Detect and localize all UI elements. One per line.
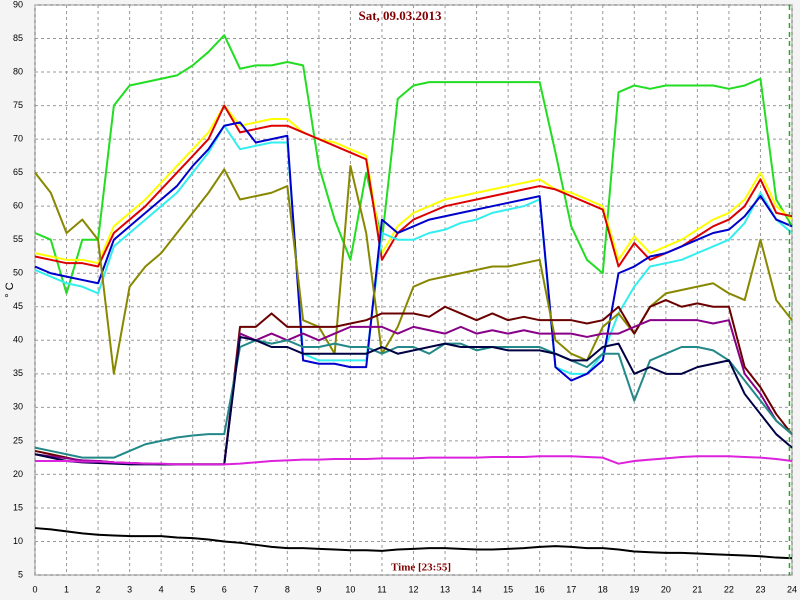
y-tick-label: 20	[13, 469, 23, 479]
x-tick-label: 7	[253, 584, 258, 594]
y-tick-label: 35	[13, 368, 23, 378]
x-tick-label: 4	[159, 584, 164, 594]
y-tick-label: 55	[13, 234, 23, 244]
x-tick-label: 14	[472, 584, 482, 594]
y-tick-label: 70	[13, 133, 23, 143]
x-tick-label: 11	[377, 584, 386, 594]
x-tick-label: 2	[96, 584, 101, 594]
y-axis-label: ° C	[4, 282, 16, 297]
x-tick-label: 20	[661, 584, 671, 594]
x-tick-label: 6	[222, 584, 227, 594]
x-tick-label: 19	[629, 584, 639, 594]
series-line	[34, 164, 793, 375]
x-tick-label: 12	[408, 584, 418, 594]
y-tick-label: 15	[13, 502, 23, 512]
series-line	[35, 455, 793, 466]
x-axis-label: Time [23:55]	[391, 562, 451, 574]
series-line	[34, 527, 793, 560]
grid	[34, 4, 793, 576]
y-tick-label: 85	[13, 33, 23, 43]
y-tick-label: 75	[13, 100, 23, 110]
x-tick-label: 9	[316, 584, 321, 594]
series-line	[34, 339, 793, 459]
series-line	[34, 34, 793, 295]
x-tick-label: 22	[724, 584, 734, 594]
x-tick-label: 21	[692, 584, 702, 594]
x-tick-label: 3	[127, 584, 132, 594]
series-line	[34, 104, 793, 265]
lines	[34, 34, 793, 560]
x-tick-label: 13	[440, 584, 450, 594]
x-tick-label: 24	[787, 584, 797, 594]
x-tick-label: 0	[32, 584, 37, 594]
y-tick-label: 25	[13, 435, 23, 445]
x-tick-label: 16	[535, 584, 545, 594]
x-tick-label: 10	[345, 584, 355, 594]
series-line	[34, 121, 793, 382]
series-line	[34, 124, 793, 375]
chart-title: Sat, 09.03.2013	[358, 8, 442, 23]
y-tick-label: 45	[13, 301, 23, 311]
y-tick-label: 90	[13, 0, 23, 9]
y-tick-label: 50	[13, 268, 23, 278]
x-tick-label: 23	[755, 584, 765, 594]
x-tick-label: 15	[503, 584, 513, 594]
y-tick-label: 60	[13, 201, 23, 211]
y-tick-label: 10	[13, 536, 23, 546]
x-tick-label: 1	[64, 584, 69, 594]
y-tick-label: 5	[18, 569, 23, 579]
y-tick-label: 65	[13, 167, 23, 177]
x-tick-label: 5	[190, 584, 195, 594]
x-tick-label: 17	[566, 584, 576, 594]
y-tick-label: 80	[13, 66, 23, 76]
x-tick-label: 18	[598, 584, 608, 594]
y-tick-label: 40	[13, 335, 23, 345]
x-tick-label: 8	[285, 584, 290, 594]
y-tick-label: 30	[13, 402, 23, 412]
